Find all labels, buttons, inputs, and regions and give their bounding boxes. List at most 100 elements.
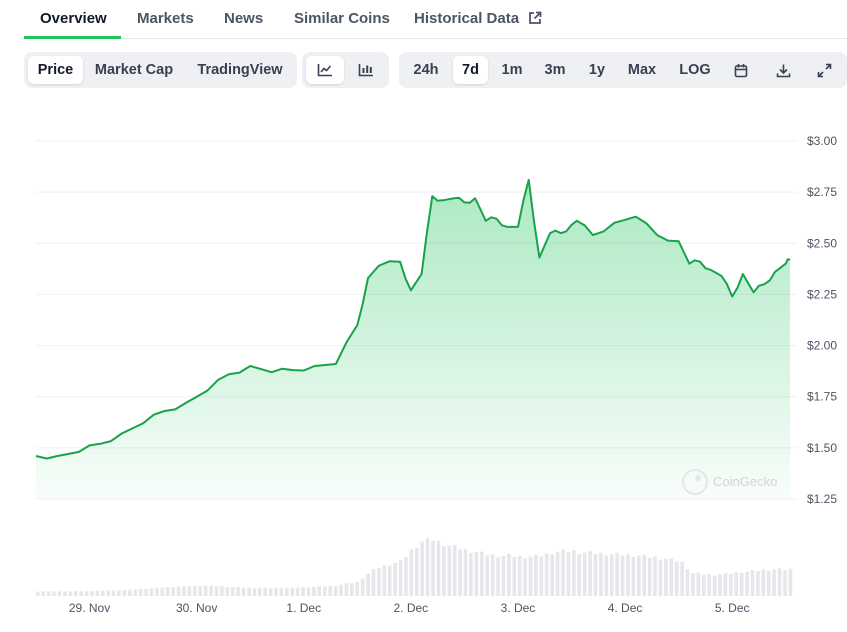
- x-tick-label: 3. Dec: [501, 601, 536, 615]
- range-1y-button[interactable]: 1y: [588, 62, 606, 78]
- download-icon: [776, 64, 790, 77]
- x-axis-labels: 29. Nov 30. Nov 1. Dec 2. Dec 3. Dec 4. Dec 5.…: [69, 601, 750, 615]
- price-line: [35, 178, 791, 460]
- volume-bar: [723, 573, 728, 596]
- volume-bar: [46, 591, 51, 596]
- volume-bar: [745, 571, 749, 596]
- volume-bar: [333, 586, 338, 596]
- volume-bar: [111, 590, 116, 596]
- volume-bar: [252, 588, 257, 596]
- volume-bar: [572, 550, 576, 596]
- volume-bar: [561, 549, 565, 596]
- volume-bar: [73, 591, 78, 596]
- volume-bar: [485, 555, 489, 596]
- volume-bar: [599, 552, 603, 596]
- volume-bar: [582, 552, 587, 596]
- volume-bar: [653, 556, 657, 596]
- volume-bar: [350, 583, 354, 596]
- tab-similar-coins[interactable]: Similar Coins: [294, 10, 390, 27]
- volume-bar: [604, 555, 609, 596]
- price-area: [36, 179, 790, 499]
- volume-bar: [702, 574, 706, 596]
- volume-bar: [128, 589, 132, 596]
- volume-bar: [165, 587, 170, 596]
- volume-bar: [176, 586, 181, 596]
- volume-bar: [642, 554, 646, 596]
- volume-bar: [79, 591, 83, 596]
- volume-bar: [106, 590, 110, 596]
- tab-historical-data[interactable]: Historical Data: [414, 0, 542, 36]
- volume-bar: [534, 554, 538, 596]
- volume-bar: [609, 554, 614, 596]
- range-7d-button[interactable]: 7d: [453, 56, 488, 84]
- volume-bar: [268, 588, 273, 596]
- volume-bar: [36, 591, 40, 596]
- candlestick-chart-icon: [358, 64, 373, 77]
- volume-bars: [36, 538, 793, 596]
- volume-bar: [371, 569, 376, 596]
- chart-type-price-button[interactable]: Price: [28, 56, 83, 84]
- volume-bar: [593, 554, 598, 596]
- volume-bar: [691, 573, 695, 596]
- range-3m-button[interactable]: 3m: [544, 62, 566, 78]
- chart-type-market-cap-button[interactable]: Market Cap: [94, 62, 174, 78]
- candlestick-view-button[interactable]: [347, 56, 385, 84]
- range-24h-button[interactable]: 24h: [413, 62, 439, 78]
- range-max-button[interactable]: Max: [627, 62, 657, 78]
- tab-historical-data-label: Historical Data: [414, 10, 520, 27]
- fullscreen-button[interactable]: [805, 56, 843, 84]
- volume-bar: [480, 551, 484, 596]
- volume-bar: [339, 584, 343, 596]
- chart-type-tradingview-button[interactable]: TradingView: [197, 62, 283, 78]
- volume-bar: [718, 574, 722, 596]
- range-1m-button[interactable]: 1m: [501, 62, 523, 78]
- volume-bar: [555, 551, 560, 596]
- volume-bar: [712, 575, 717, 596]
- volume-bar: [626, 554, 630, 596]
- y-tick-label: $2.75: [807, 185, 837, 199]
- volume-bar: [734, 572, 738, 596]
- volume-bar: [68, 591, 73, 596]
- download-button[interactable]: [764, 56, 802, 84]
- volume-bar: [507, 554, 511, 596]
- volume-bar: [696, 572, 701, 596]
- volume-bar: [707, 574, 711, 596]
- volume-bar: [669, 558, 674, 596]
- volume-bar: [312, 586, 316, 596]
- volume-bar: [425, 538, 430, 596]
- volume-bar: [220, 586, 224, 596]
- calendar-button[interactable]: [722, 56, 760, 84]
- volume-bar: [463, 548, 468, 596]
- volume-bar: [258, 587, 262, 596]
- volume-bar: [566, 552, 571, 596]
- volume-bar: [241, 587, 246, 596]
- line-view-button[interactable]: [306, 56, 344, 84]
- volume-bar: [279, 588, 284, 596]
- tab-markets[interactable]: Markets: [137, 10, 194, 27]
- volume-bar: [777, 568, 782, 596]
- volume-bar: [90, 591, 94, 596]
- volume-bar: [496, 557, 500, 596]
- volume-bar: [193, 585, 197, 596]
- tab-overview[interactable]: Overview: [40, 10, 107, 27]
- volume-bar: [761, 569, 766, 596]
- volume-bar: [101, 590, 105, 596]
- tab-news[interactable]: News: [224, 10, 264, 27]
- volume-bar: [306, 587, 311, 596]
- volume-bar: [387, 565, 392, 596]
- volume-bar: [301, 587, 305, 596]
- volume-bar: [133, 589, 138, 596]
- volume-bar: [783, 570, 787, 596]
- volume-bar: [84, 591, 89, 596]
- log-scale-button[interactable]: LOG: [679, 62, 711, 78]
- volume-bar: [631, 557, 636, 596]
- volume-bar: [203, 585, 208, 596]
- volume-bar: [517, 556, 522, 596]
- watermark-text: CoinGecko: [713, 474, 777, 489]
- volume-bar: [404, 557, 408, 596]
- volume-bar: [452, 544, 457, 596]
- volume-bar: [469, 552, 473, 596]
- volume-bar: [539, 556, 544, 596]
- volume-bar: [52, 591, 56, 596]
